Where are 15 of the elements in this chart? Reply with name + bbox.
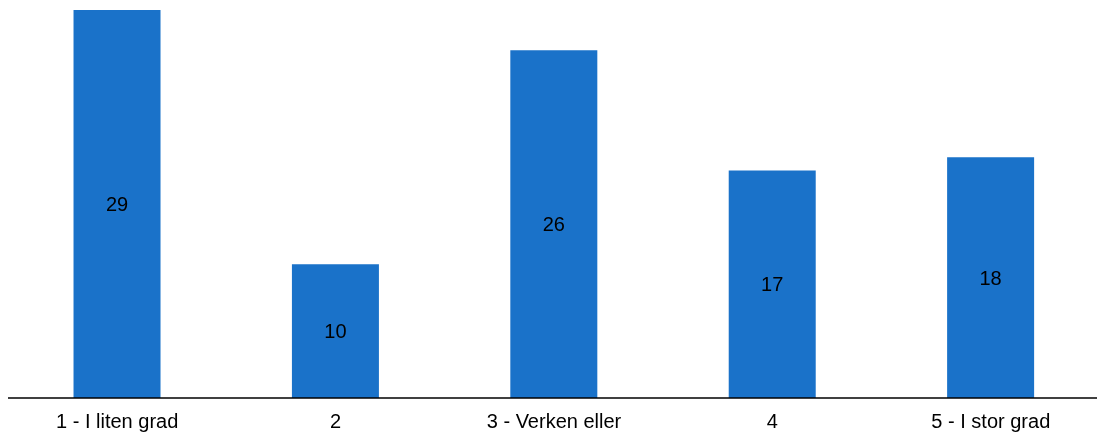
bar: [728, 170, 816, 398]
x-tick-label: 5 - I stor grad: [931, 410, 1051, 433]
bar: [947, 157, 1035, 398]
data-label: 10: [324, 320, 347, 343]
bar: [510, 50, 598, 398]
data-label: 29: [105, 193, 129, 216]
bar: [73, 10, 161, 398]
x-tick-label: 3 - Verken eller: [486, 410, 622, 433]
bar: [291, 264, 379, 398]
x-tick-label: 1 - I liten grad: [56, 410, 179, 433]
data-label: 17: [761, 273, 784, 296]
data-label: 26: [542, 213, 565, 236]
x-tick-label: 4: [766, 410, 778, 433]
data-label: 18: [979, 266, 1002, 289]
x-tick-label: 2: [330, 410, 342, 433]
